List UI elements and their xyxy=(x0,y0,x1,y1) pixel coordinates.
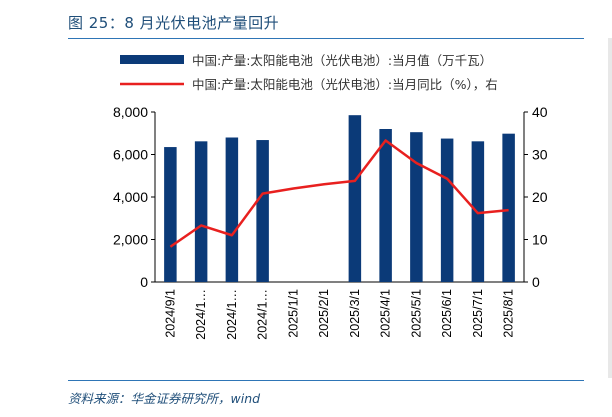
bar xyxy=(502,133,515,282)
left-tick-label: 0 xyxy=(140,274,148,290)
x-tick-label: 2025/2/1 xyxy=(317,289,331,338)
page-edge xyxy=(608,38,612,378)
left-tick-label: 6,000 xyxy=(113,147,148,163)
x-tick-label: 2025/6/1 xyxy=(440,289,454,338)
x-tick-label: 2024/1… xyxy=(256,289,270,340)
top-rule xyxy=(68,38,584,39)
bar xyxy=(348,115,362,282)
bar xyxy=(164,147,177,282)
x-tick-label: 2025/3/1 xyxy=(348,289,362,338)
x-tick-label: 2025/5/1 xyxy=(409,289,423,338)
bar xyxy=(410,132,423,282)
tick-labels: 0 2,000 4,000 6,000 8,000 0 10 20 30 40 2024/9/1 20… xyxy=(113,104,548,340)
chart-title: 图 25：8 月光伏电池产量回升 xyxy=(68,14,280,32)
x-tick-label: 2025/1/1 xyxy=(286,289,300,338)
bottom-rule xyxy=(68,380,584,381)
bar xyxy=(440,138,454,282)
x-tick-label: 2024/1… xyxy=(225,289,239,340)
x-tick-label: 2024/9/1 xyxy=(163,289,177,338)
right-tick-label: 10 xyxy=(532,232,548,248)
right-tick-label: 40 xyxy=(532,104,548,120)
legend-bar-swatch xyxy=(120,55,184,64)
bar xyxy=(194,141,208,282)
x-tick-label: 2025/7/1 xyxy=(471,289,485,338)
right-tick-label: 20 xyxy=(532,189,548,205)
right-tick-label: 30 xyxy=(532,147,548,163)
yoy-line xyxy=(169,139,509,248)
x-tick-label: 2025/4/1 xyxy=(379,289,393,338)
left-tick-label: 4,000 xyxy=(113,189,148,205)
legend-bar-label: 中国:产量:太阳能电池（光伏电池）:当月值（万千瓦） xyxy=(192,53,492,68)
source-note: 资料来源：华金证券研究所，wind xyxy=(68,391,261,406)
right-tick-label: 0 xyxy=(532,274,540,290)
legend-line-label: 中国:产量:太阳能电池（光伏电池）:当月同比（%），右 xyxy=(192,77,498,92)
legend: 中国:产量:太阳能电池（光伏电池）:当月值（万千瓦） 中国:产量:太阳能电池（光… xyxy=(120,53,498,92)
bar xyxy=(256,140,269,282)
yoy-line-path xyxy=(169,139,509,248)
axes xyxy=(151,111,528,283)
x-tick-label: 2024/1… xyxy=(194,289,208,340)
bars xyxy=(164,115,515,282)
left-tick-label: 2,000 xyxy=(113,232,148,248)
x-tick-label: 2025/8/1 xyxy=(502,289,516,338)
bar xyxy=(225,137,239,282)
bar xyxy=(379,129,392,282)
left-tick-label: 8,000 xyxy=(113,104,148,120)
